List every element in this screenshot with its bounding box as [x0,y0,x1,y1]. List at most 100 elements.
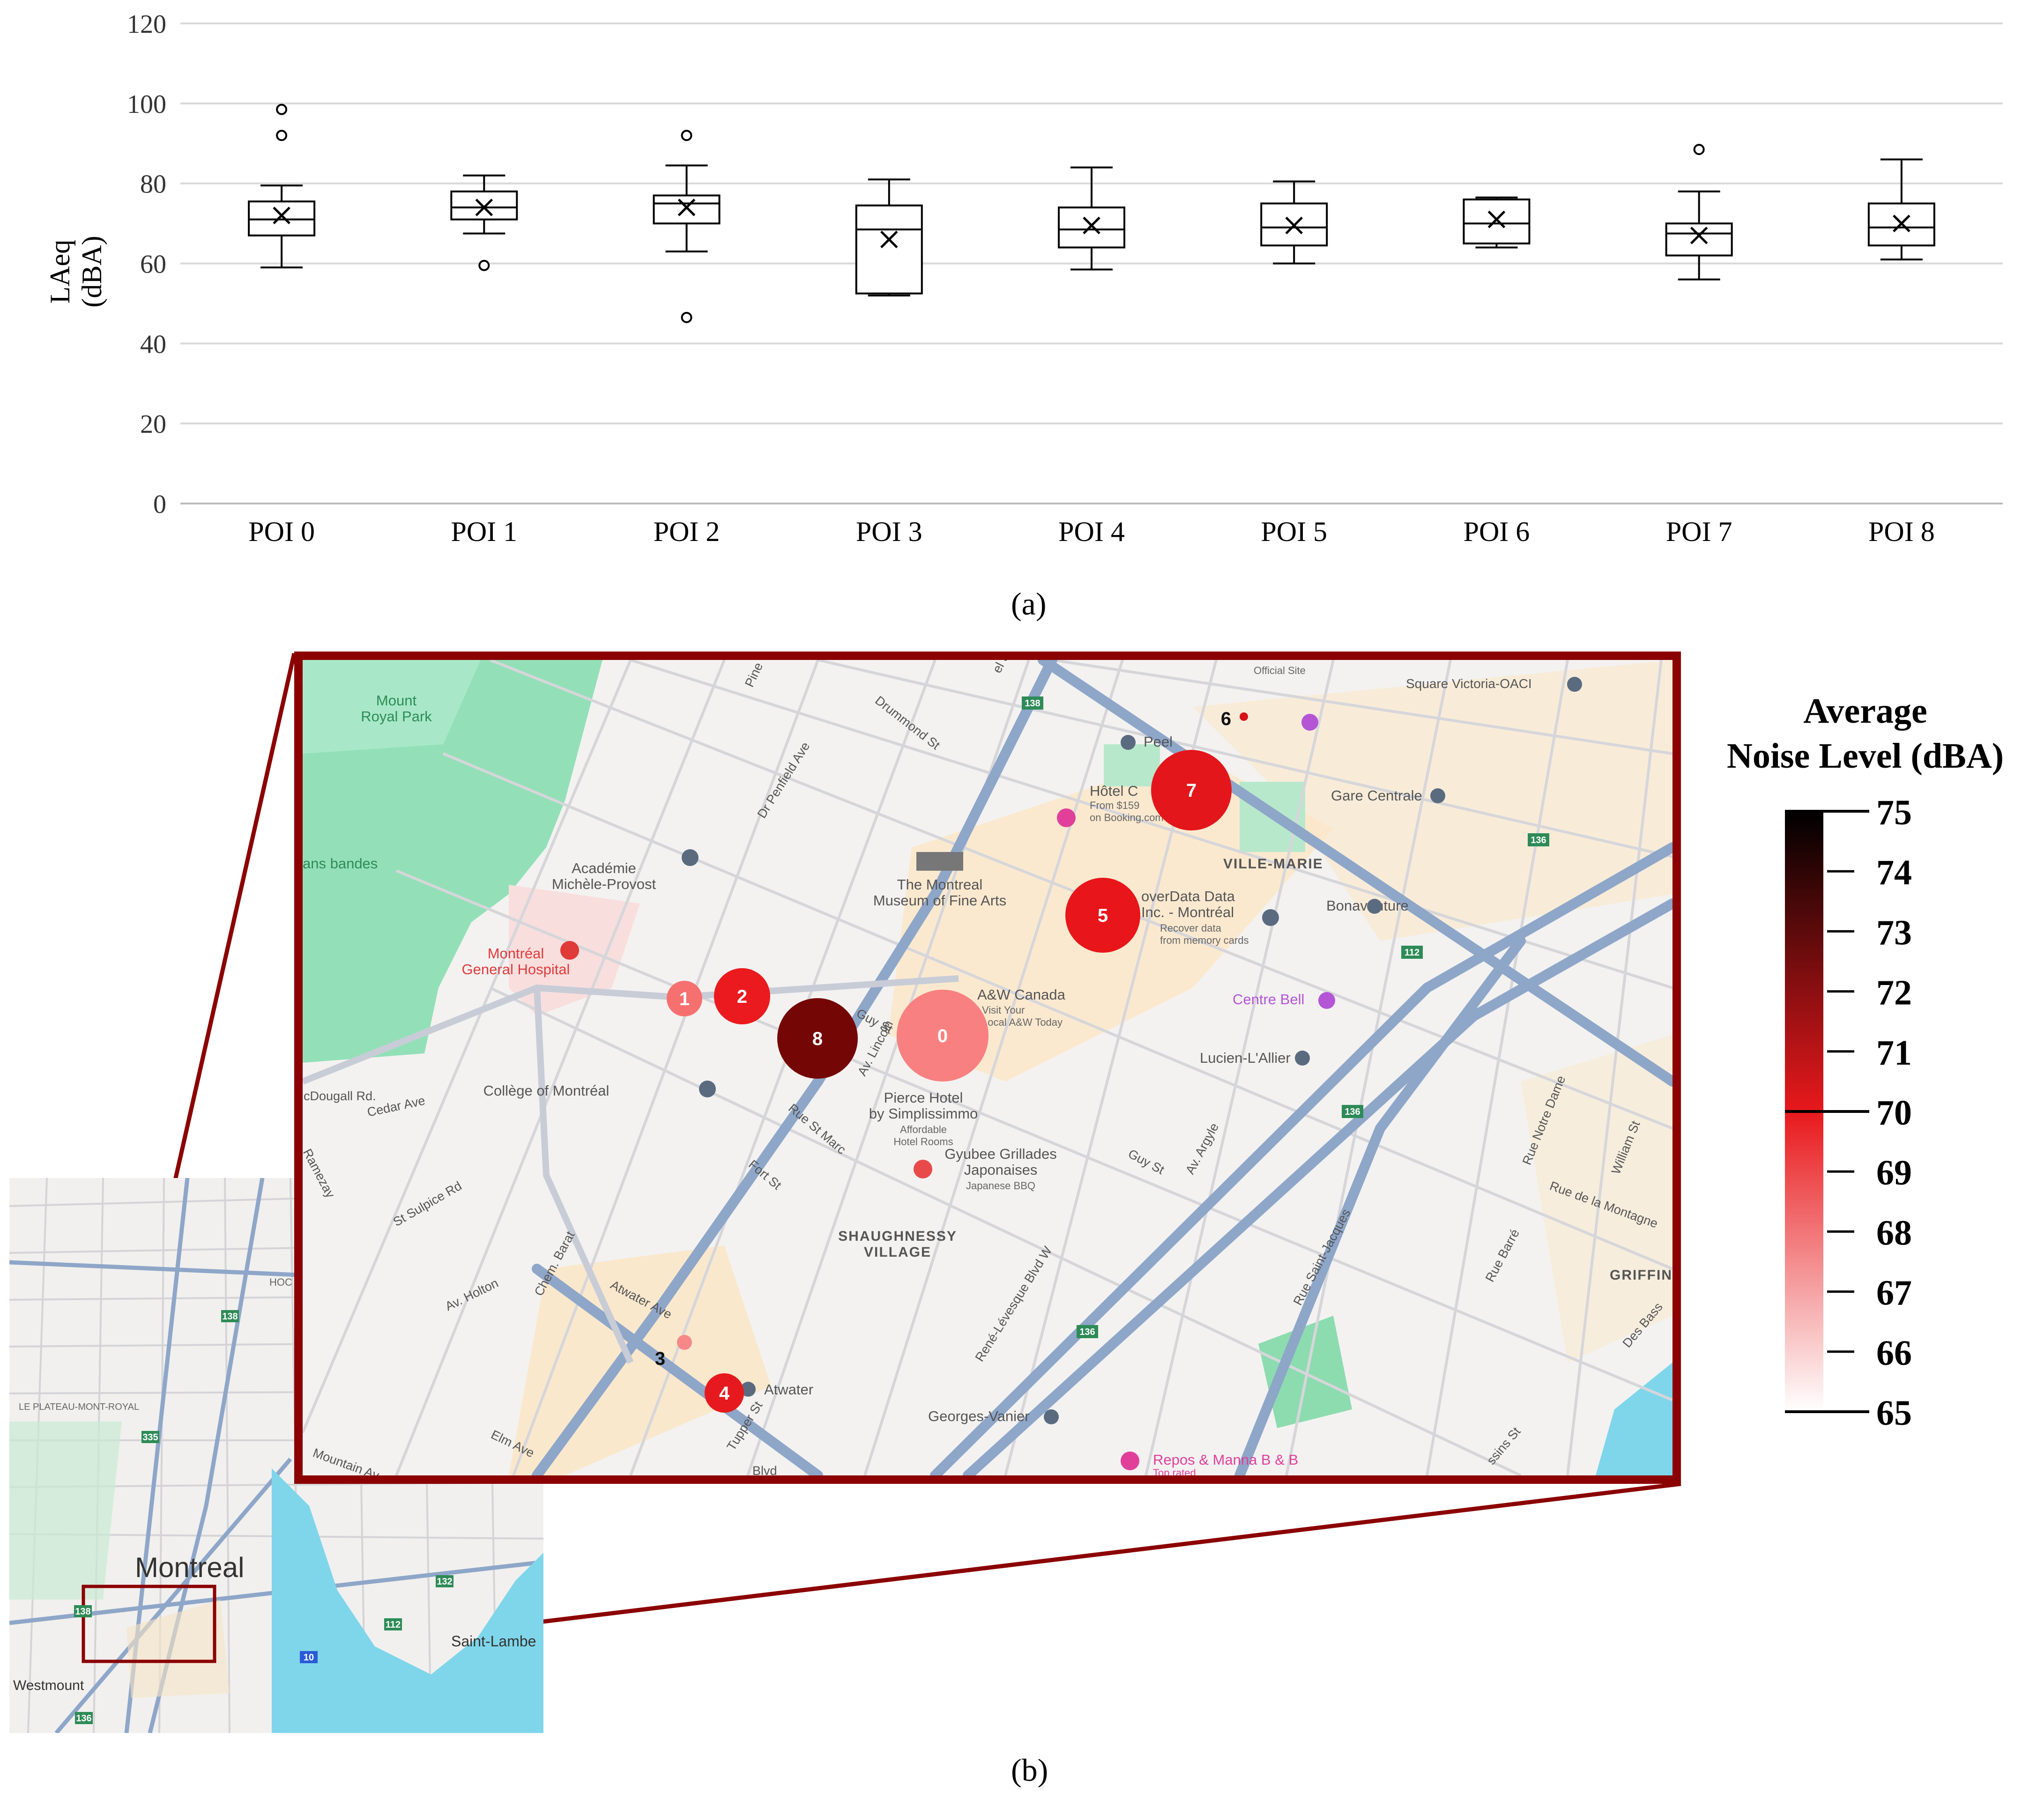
label-peel: Peel [1144,733,1173,750]
label-ville-marie: VILLE-MARIE [1223,856,1323,872]
poi-circle [1240,712,1248,721]
legend-tick-label: 73 [1876,913,1912,952]
metro-georges-icon [1044,1409,1059,1424]
x-tick-label: POI 2 [654,516,720,547]
mini-hwy-10: 10 [304,1652,314,1663]
metro-peel-icon [1121,735,1136,750]
legend-title-line2: Noise Level (dBA) [1726,736,2004,776]
x-tick-label: POI 3 [856,516,922,547]
label-repos: Repos & Manna B & B [1153,1452,1298,1468]
y-axis-label: LAeq [45,240,75,304]
box-series [248,104,1935,323]
school-academie-icon [682,849,699,866]
mini-label-montreal: Montreal [135,1552,244,1583]
poi-label: 3 [655,1348,665,1369]
label-centre-bell: Centre Bell [1233,991,1304,1007]
mean-marker [880,230,898,249]
box-iqr [248,200,316,237]
legend-tick-label: 75 [1876,793,1912,832]
label-museum: The Montreal Museum of Fine Arts [873,876,1006,909]
label-pierce: Pierce Hotel by Simplissimmo [869,1089,978,1122]
legend-tick-label: 70 [1876,1093,1912,1133]
poi-marker: 3 [655,1335,692,1369]
box [1463,196,1531,249]
x-tick-label: POI 7 [1666,516,1732,547]
label-gyubee-sub: Japanese BBQ [966,1180,1035,1192]
label-mount-royal: Mount Royal Park [361,692,432,725]
outlier-point [681,130,692,141]
poi-marker: 2 [714,968,770,1024]
mean-marker [475,199,493,216]
arena-centre-bell-icon [1318,992,1335,1009]
mini-hwy-335: 335 [142,1432,158,1443]
school-college-icon [699,1081,716,1097]
label-pierce-sub: Affordable Hotel Rooms [893,1124,953,1148]
label-square: Square Victoria-OACI [1406,676,1532,691]
y-tick-label: 60 [140,250,166,279]
label-lucien: Lucien-L'Allier [1200,1050,1291,1066]
x-axis-ticks: POI 0 POI 1 POI 2 POI 3 POI 4 POI 5 POI 6 POI 7… [248,516,1934,547]
mean-marker [273,207,290,224]
poi-label: 8 [812,1029,823,1049]
mean-marker [677,199,696,216]
poi-marker: 5 [1065,878,1140,953]
label-college: Collège of Montréal [483,1082,609,1099]
street-blvd: Blvd [752,1464,777,1475]
x-tick-label: POI 6 [1464,516,1530,547]
panel-label-a: (a) [1011,586,1047,622]
color-legend: Average Noise Level (dBA) 75 74 73 72 71 70 69… [1687,679,2044,1438]
y-tick-label: 80 [140,170,166,199]
mini-hwy-138: 138 [222,1311,238,1322]
label-hospital: Montréal General Hospital [462,945,570,978]
poi-circle [705,1373,744,1413]
mini-hwy-132: 132 [437,1577,452,1587]
legend-tick-label: 66 [1876,1333,1912,1373]
outlier-point [681,311,692,323]
poi-circle [667,981,702,1016]
hwy-138: 138 [1025,698,1040,709]
box [248,104,316,269]
poi-markers: 0 1 2 3 4 5 6 7 8 [655,709,1248,1413]
mean-marker [1285,216,1303,235]
poi-marker: 7 [1151,750,1232,830]
label-gyubee: Gyubee Grillades Japonaises [944,1146,1057,1178]
y-tick-label: 0 [153,490,166,519]
legend-tick-label: 69 [1876,1153,1912,1193]
poi-marker: 0 [897,990,989,1081]
y-axis-ticks: 0 20 40 60 80 100 120 [127,10,166,519]
outlier-point [276,130,288,141]
label-sans-bandes: ans bandes [303,855,378,872]
poi-marker: 1 [667,981,702,1016]
label-official: Official Site [1254,665,1306,676]
box [855,178,923,296]
poi-marker: 4 [705,1373,744,1413]
hwy-112: 112 [1405,948,1420,958]
street-mcdougall: cDougall Rd. [304,1089,376,1103]
outlier-point [1693,144,1705,156]
x-tick-label: POI 1 [451,516,517,547]
metro-atwater-icon [741,1382,756,1397]
legend-tick-label: 74 [1876,853,1912,892]
box-iqr [450,190,518,221]
mini-label-plateau: LE PLATEAU-MONT-ROYAL [19,1402,139,1412]
mini-hwy-136: 136 [76,1713,91,1724]
hospital-icon [560,941,579,960]
label-recover: overData Data Inc. - Montréal [1141,888,1235,920]
x-tick-label: POI 0 [248,516,315,547]
zoomed-map: Guy St Guy St Rue St Marc Fort St Atwate… [294,652,1681,1484]
mini-label-hoc: HOC [269,1276,292,1288]
box [1058,166,1125,271]
x-tick-label: POI 4 [1058,516,1125,547]
legend-tick-label: 67 [1876,1274,1912,1313]
poi-marker: 6 [1221,709,1248,729]
bnb-icon [1121,1452,1139,1470]
mean-marker [1487,210,1506,229]
outlier-point [276,104,288,115]
hwy-136-c: 136 [1079,1327,1095,1337]
poi-label: 6 [1221,709,1231,729]
poi-label: 4 [719,1383,730,1404]
label-aw-sub: Visit Your Local A&W Today [982,1004,1063,1028]
hwy-136-b: 136 [1345,1107,1360,1117]
box-iqr [1463,198,1531,244]
